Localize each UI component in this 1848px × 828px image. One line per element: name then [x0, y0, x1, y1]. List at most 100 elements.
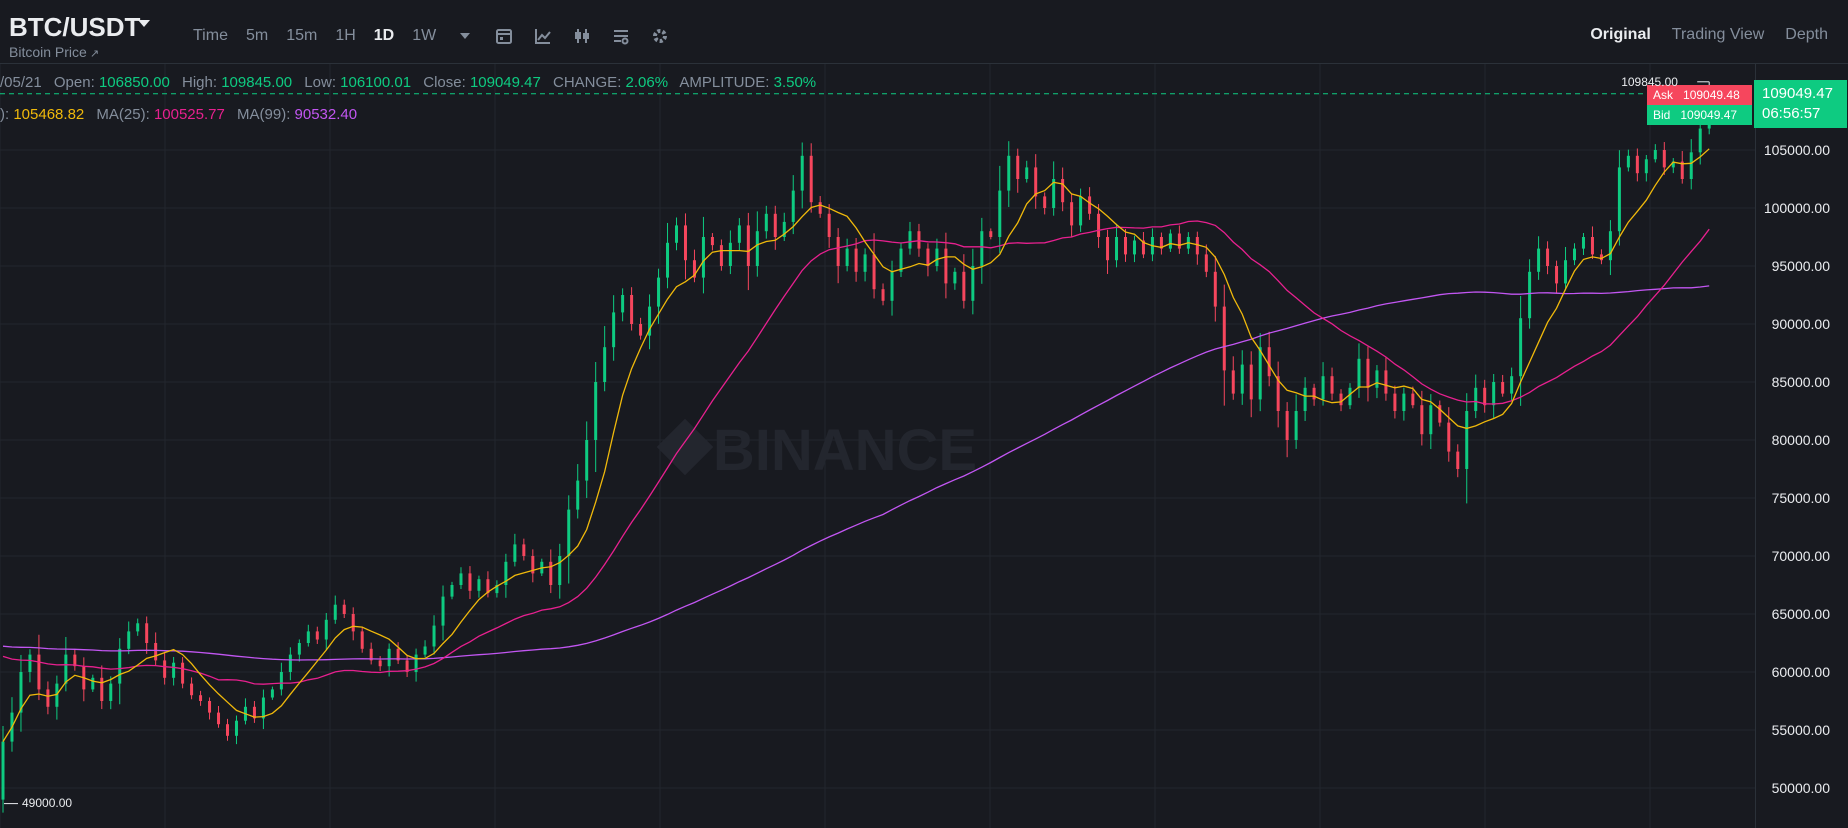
subtitle-text[interactable]: Bitcoin Price — [9, 44, 87, 60]
y-tick-label: 75000.00 — [1772, 490, 1831, 506]
interval-time[interactable]: Time — [193, 27, 228, 44]
chart-header: BTC/USDT Bitcoin Price ↗ Time 5m 15m 1H 1… — [0, 0, 1848, 64]
candle-body — [1429, 405, 1433, 435]
candle-body — [378, 660, 382, 667]
candle-body — [782, 221, 786, 237]
candle-body — [1617, 167, 1621, 232]
candle-body — [1698, 128, 1702, 153]
view-trading-view[interactable]: Trading View — [1671, 26, 1765, 43]
candle-body — [163, 660, 167, 678]
candle-body — [908, 231, 912, 249]
candlestick-icon[interactable] — [572, 26, 592, 46]
candle-body — [1240, 364, 1244, 394]
candle-body — [1519, 318, 1523, 377]
candle-body — [28, 654, 32, 672]
candle-body — [935, 248, 939, 266]
candle-body — [1115, 237, 1119, 261]
candle-body — [73, 654, 77, 667]
candle-body — [1662, 150, 1666, 168]
candle-body — [809, 155, 813, 203]
candle-body — [764, 213, 768, 232]
candle-body — [46, 689, 50, 707]
binance-logo-icon — [656, 418, 714, 476]
candle-body — [881, 289, 885, 301]
candle-body — [962, 271, 966, 301]
price-axis[interactable] — [1755, 64, 1848, 828]
candle-body — [1689, 152, 1693, 179]
candle-body — [701, 237, 705, 278]
calendar-icon[interactable] — [494, 26, 514, 46]
interval-15m[interactable]: 15m — [286, 27, 318, 44]
moving-average-lines — [2, 148, 1710, 742]
candle-body — [1025, 167, 1029, 179]
interval-1w[interactable]: 1W — [412, 27, 437, 44]
interval-5m[interactable]: 5m — [245, 27, 269, 44]
candle-body — [261, 697, 265, 719]
y-tick-label: 70000.00 — [1772, 548, 1831, 564]
candle-body — [1393, 393, 1397, 411]
candle-body — [1267, 347, 1271, 377]
candle-body — [37, 654, 41, 690]
candle-body — [728, 242, 732, 266]
candle-body — [926, 248, 930, 266]
symbol-dropdown-icon[interactable] — [138, 20, 150, 27]
y-tick-label: 90000.00 — [1772, 316, 1831, 332]
candle-body — [1581, 237, 1585, 249]
high-label: High: — [182, 74, 218, 91]
interval-1h[interactable]: 1H — [335, 27, 356, 44]
candle-body — [405, 660, 409, 672]
open-value: 106850.00 — [98, 74, 170, 91]
view-original[interactable]: Original — [1590, 26, 1651, 43]
candle-body — [1195, 237, 1199, 255]
candle-body — [522, 544, 526, 556]
amplitude-value: 3.50% — [773, 74, 817, 91]
candle-body — [692, 260, 696, 278]
candle-body — [854, 248, 858, 272]
ma25-value: 100525.77 — [153, 106, 225, 123]
bid-value: 109049.47 — [1680, 108, 1738, 122]
candle-body — [1249, 364, 1253, 400]
candle-body — [1276, 376, 1280, 411]
candle-body — [836, 237, 840, 266]
symbol-subtitle[interactable]: Bitcoin Price ↗ — [9, 44, 99, 60]
candle-body — [1330, 376, 1334, 394]
close-label: Close: — [423, 74, 466, 91]
candle-body — [1671, 161, 1675, 168]
change-label: CHANGE: — [553, 74, 622, 91]
more-intervals-icon[interactable] — [460, 33, 471, 39]
candle-body — [1384, 370, 1388, 394]
view-depth[interactable]: Depth — [1785, 26, 1828, 43]
y-tick-label: 65000.00 — [1772, 606, 1831, 622]
candle-body — [1492, 382, 1496, 406]
candle-body — [971, 266, 975, 301]
candle-countdown: 06:56:57 — [1762, 105, 1821, 122]
candle-body — [818, 202, 822, 214]
candle-body — [737, 225, 741, 243]
candle-body — [450, 585, 454, 597]
candle-body — [630, 295, 634, 324]
last-price-box: 109049.47 06:56:57 — [1754, 80, 1847, 128]
candle-body — [91, 677, 95, 690]
candle-body — [270, 689, 274, 698]
settings-list-icon[interactable] — [611, 26, 631, 46]
candle-body — [1608, 231, 1612, 261]
watermark: BINANCE — [713, 418, 977, 483]
chart-grid — [0, 64, 1755, 828]
candle-body — [1357, 358, 1361, 388]
candle-body — [1564, 260, 1568, 284]
candle-body — [1177, 233, 1181, 249]
candle-body — [495, 585, 499, 594]
candle-body — [109, 683, 113, 701]
candle-body — [19, 672, 23, 713]
candle-body — [791, 190, 795, 222]
candle-body — [1052, 179, 1056, 208]
symbol-title[interactable]: BTC/USDT — [9, 12, 141, 42]
candle-body — [1258, 347, 1262, 400]
indicator-icon[interactable] — [533, 26, 553, 46]
gear-icon[interactable] — [650, 26, 670, 46]
candle-body — [1590, 237, 1594, 255]
candle-body — [100, 677, 104, 701]
candle-body — [1555, 266, 1559, 284]
interval-1d[interactable]: 1D — [373, 27, 395, 44]
